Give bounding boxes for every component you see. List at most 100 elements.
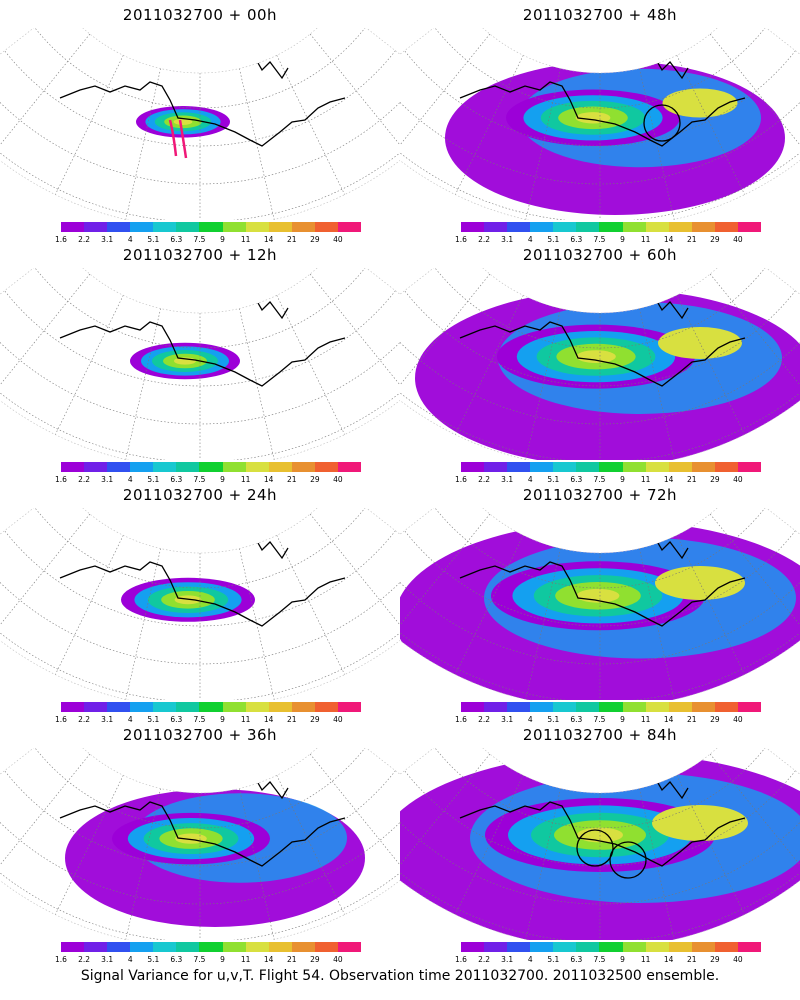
colorbar-swatch [107,222,131,232]
graticule-line [676,775,745,915]
graticule-line [676,535,745,675]
colorbar-tick-label: 3.1 [101,955,114,964]
graticule-line [276,775,345,915]
graticule-line [0,577,400,700]
colorbar-swatch [737,702,762,712]
colorbar-swatch [107,462,131,472]
graticule-line [309,273,400,395]
colorbar-tick-label: 11 [240,955,251,964]
graticule-line [455,775,524,915]
panel-title: 2011032700 + 60h [522,246,678,264]
graticule-line [400,73,800,185]
colorbar-tick-label: 3.1 [501,715,514,724]
colorbar-tick-label: 9 [220,475,225,484]
graticule-line [709,33,800,155]
graticule-line [455,535,524,675]
colorbar-swatch [668,942,692,952]
map-field [400,268,800,460]
colorbar-tick-label: 5.1 [147,955,160,964]
colorbar-swatch [245,462,269,472]
colorbar-swatch [314,942,338,952]
forecast-panel: 2011032700 + 60h 1.6 2.2 3.1 4 5.1 6.3 7.5 9 11 14… [400,240,800,485]
colorbar-tick-label: 5.1 [147,715,160,724]
target-circle [643,104,681,142]
panel-title: 2011032700 + 84h [522,726,678,744]
colorbar-tick-label: 29 [310,475,320,484]
map-field [400,508,800,700]
colorbar-swatch [484,462,508,472]
panel-title: 2011032700 + 00h [122,6,278,24]
graticule-line [525,788,561,940]
colorbar-swatch [268,942,292,952]
colorbar-swatch [291,222,315,232]
flight-track [168,119,188,159]
colorbar-tick-label: 1.6 [55,475,67,484]
map-boundary [400,508,800,700]
colorbar-tick-label: 5.1 [547,235,560,244]
colorbar-tick-label: 40 [333,955,343,964]
colorbar-swatch [576,942,600,952]
colorbar-tick-label: 14 [663,715,674,724]
colorbar-swatch [553,222,577,232]
colorbar-tick-label: 2.2 [478,955,491,964]
colorbar-tick-label: 14 [663,475,674,484]
colorbar [461,942,762,952]
colorbar-swatch [553,702,577,712]
colorbar-swatch [714,942,738,952]
colorbar-tick-label: 29 [710,235,720,244]
colorbar-swatch [61,942,85,952]
colorbar-swatch [691,702,715,712]
graticule-line [276,535,345,675]
panel-title: 2011032700 + 24h [122,486,278,504]
colorbar-tick-label: 11 [640,955,651,964]
variance-map [0,508,400,700]
colorbar-swatch [268,462,292,472]
panel-title: 2011032700 + 12h [122,246,278,264]
colorbar-swatch [337,222,362,232]
colorbar-tick-label: 6.3 [170,235,183,244]
colorbar-tick-label: 40 [333,475,343,484]
colorbar-swatch [622,462,646,472]
colorbar-tick-label: 40 [333,715,343,724]
colorbar-tick-label: 40 [733,235,743,244]
graticule-line [709,273,800,395]
colorbar-swatch [576,702,600,712]
colorbar-tick-label: 6.3 [570,715,583,724]
colorbar-swatch [507,702,531,712]
graticule-line [676,295,745,435]
map-field [0,28,400,220]
colorbar-tick-label: 4 [127,955,133,964]
graticule-line [404,50,796,147]
graticule-line [434,748,766,829]
graticule-line [434,268,766,349]
graticule-line [309,753,400,875]
colorbar-tick-label: 1.6 [55,715,67,724]
forecast-panel: 2011032700 + 72h 1.6 2.2 3.1 4 5.1 6.3 7.5 9 11 14… [400,480,800,725]
colorbar-labels: 1.6 2.2 3.1 4 5.1 6.3 7.5 9 11 14 21 29 40 [50,235,370,245]
colorbar-swatch [130,462,154,472]
colorbar-tick-label: 1.6 [455,955,467,964]
variance-contour [576,350,616,363]
colorbar-swatch [314,462,338,472]
colorbar-tick-label: 7.5 [593,715,606,724]
map-field [400,748,800,940]
colorbar-labels: 1.6 2.2 3.1 4 5.1 6.3 7.5 9 11 14 21 29 40 [50,955,370,965]
map-field [400,28,800,220]
colorbar-swatch [530,942,554,952]
colorbar-swatch [553,462,577,472]
colorbar-tick-label: 5.1 [547,955,560,964]
colorbar-swatch [291,942,315,952]
colorbar-swatch [461,702,485,712]
colorbar-swatch [645,222,669,232]
graticule-line [55,535,124,675]
colorbar-tick-label: 4 [127,475,133,484]
colorbar-swatch [61,462,85,472]
colorbar-swatch [84,462,108,472]
forecast-panel: 2011032700 + 48h 1.6 2.2 3.1 4 5.1 6.3 7.5 9 11 14… [400,0,800,245]
graticule-line [404,290,796,387]
colorbar-tick-label: 2.2 [78,715,91,724]
graticule-line [0,273,91,395]
colorbar-tick-label: 21 [686,955,697,964]
map-boundary [400,748,800,940]
colorbar-tick-label: 7.5 [193,235,206,244]
